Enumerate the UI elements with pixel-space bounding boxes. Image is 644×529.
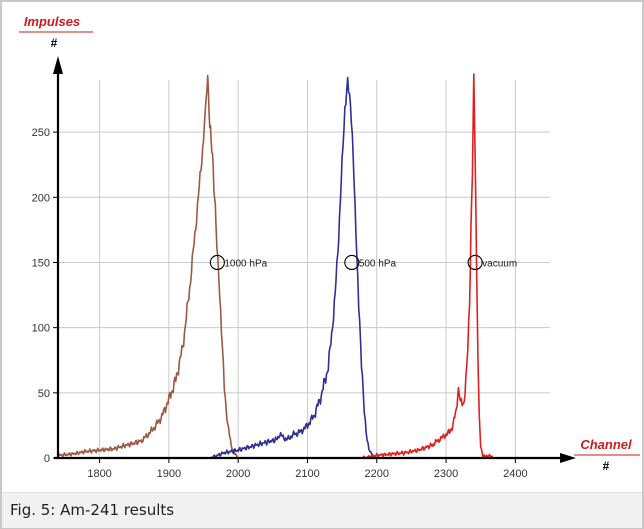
y-tick-label: 250 (32, 127, 50, 139)
y-tick-label: 50 (38, 388, 50, 400)
y-axis-unit: # (51, 36, 58, 50)
x-tick-label: 2100 (295, 468, 319, 480)
figure-caption: Fig. 5: Am-241 results (10, 501, 175, 519)
x-tick-label: 2000 (226, 468, 250, 480)
x-axis-title: Channel (580, 437, 632, 452)
series-line-500-hpa (209, 76, 378, 459)
y-axis-arrow (53, 56, 63, 74)
annotation-label: 500 hPa (359, 258, 397, 269)
y-tick-label: 150 (32, 257, 50, 269)
x-axis-unit: # (603, 459, 610, 473)
x-axis-arrow (560, 453, 576, 463)
y-axis-title: Impulses (24, 14, 80, 29)
x-tick-label: 2200 (365, 468, 389, 480)
annotation-marker (209, 254, 225, 271)
y-tick-label: 0 (44, 453, 50, 465)
y-tick-label: 100 (32, 323, 50, 335)
axes (53, 56, 576, 463)
y-tick-label: 200 (32, 192, 50, 204)
tick-labels: 0 50 100 150 200 250 1800 1900 2000 2100 2200 2300 2… (32, 127, 528, 480)
annotations: 1000 hPa 500 hPa vacuum (209, 254, 517, 271)
annotation-label: 1000 hPa (224, 258, 267, 269)
annotation-marker (467, 254, 483, 271)
x-tick-label: 2300 (434, 468, 458, 480)
x-tick-label: 2400 (503, 468, 527, 480)
series-group (57, 73, 495, 459)
x-tick-label: 1800 (87, 468, 111, 480)
chart-area: 0 50 100 150 200 250 1800 1900 2000 2100 2200 2300 2… (2, 2, 642, 492)
x-tick-label: 1900 (157, 468, 181, 480)
annotation-label: vacuum (482, 258, 517, 269)
caption-bar: Fig. 5: Am-241 results (2, 492, 642, 528)
chart-svg: 0 50 100 150 200 250 1800 1900 2000 2100 2200 2300 2… (19, 14, 640, 480)
series-line-vacuum (362, 73, 495, 459)
series-line-1000-hpa (57, 74, 239, 459)
annotation-marker (344, 254, 360, 271)
